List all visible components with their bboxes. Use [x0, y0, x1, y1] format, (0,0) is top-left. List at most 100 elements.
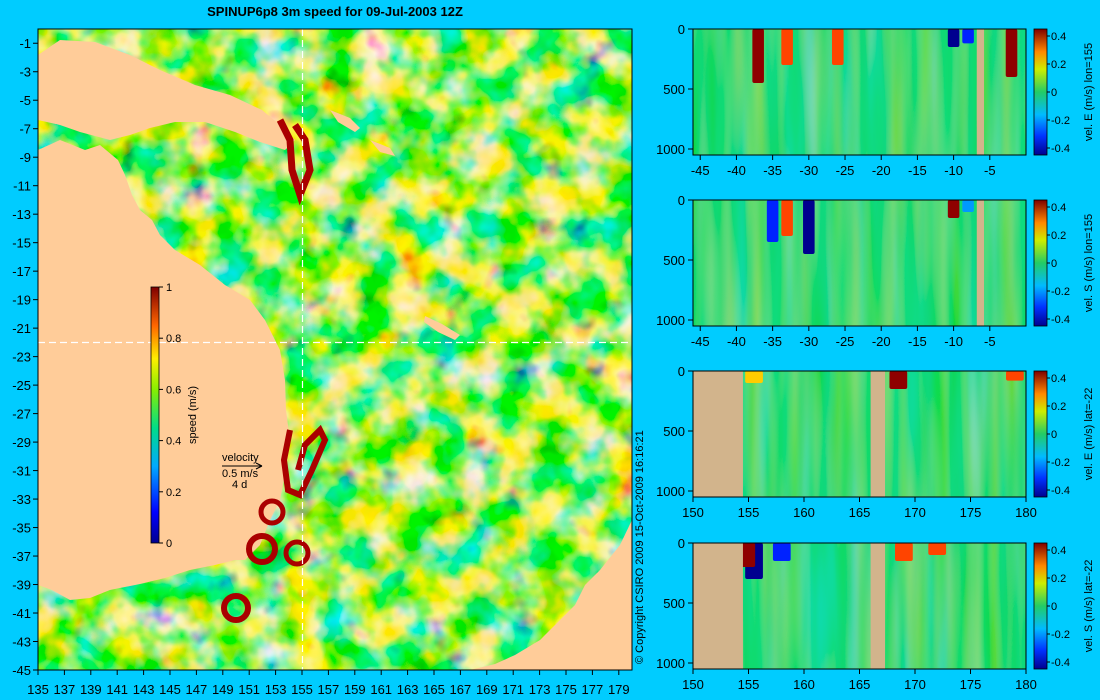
section-x-tick-label: -30	[799, 334, 818, 349]
speed-colorbar-tick-label: 0.8	[166, 333, 181, 345]
map-y-tick-label: -35	[12, 521, 31, 536]
section-feature	[928, 543, 947, 555]
section-colorbar-tick-label: -0.2	[1051, 115, 1070, 127]
velocity-key-speed: 0.5 m/s	[222, 468, 259, 480]
section-feature	[831, 29, 844, 65]
map-y-tick-label: -29	[12, 435, 31, 450]
section-colorbar-bar	[1033, 370, 1048, 498]
section-colorbar-tick-label: -0.4	[1051, 314, 1070, 326]
map-y-tick-label: -1	[19, 36, 31, 51]
map-x-tick-label: 163	[397, 682, 419, 697]
map-x-tick-label: 177	[582, 682, 604, 697]
section-land	[976, 29, 985, 155]
section-feature	[752, 29, 764, 83]
section-colorbar-label: vel. E (m/s) lon=155	[1083, 43, 1095, 141]
section-colorbar-bar	[1033, 199, 1048, 327]
section-colorbar-tick-label: 0.2	[1051, 573, 1066, 585]
section-colorbar-tick-label: 0	[1051, 258, 1057, 270]
speed-colorbar-bar	[150, 286, 160, 544]
section-y-tick-label: 500	[663, 596, 685, 611]
section-land	[870, 543, 886, 669]
section-s-lat22: 150 155 160 165 170 175 180 0 500 1000 0.4 0.2 0 -0.2…	[656, 536, 1095, 692]
map-x-tick-label: 157	[318, 682, 340, 697]
section-land	[693, 371, 743, 497]
section-feature	[962, 200, 974, 212]
section-x-tick-label: -35	[763, 163, 782, 178]
chart-title: SPINUP6p8 3m speed for 09-Jul-2003 12Z	[207, 4, 463, 19]
section-feature	[962, 29, 974, 44]
section-colorbar-tick-label: 0.4	[1051, 202, 1066, 214]
land-new-zealand	[470, 520, 632, 670]
map-x-tick-label: 137	[54, 682, 76, 697]
map-y-tick-label: -9	[19, 150, 31, 165]
section-x-tick-label: 175	[960, 505, 982, 520]
section-colorbar-tick-label: -0.2	[1051, 457, 1070, 469]
section-feature	[781, 29, 793, 65]
section-feature	[745, 371, 763, 383]
eddy-1	[258, 498, 286, 526]
section-x-tick-label: -20	[872, 163, 891, 178]
map-x-tick-label: 155	[291, 682, 313, 697]
section-x-tick-label: -5	[984, 334, 996, 349]
map-x-tick-label: 179	[608, 682, 630, 697]
section-x-tick-label: -35	[763, 334, 782, 349]
section-y-tick-label: 0	[678, 193, 685, 208]
section-x-tick-label: 160	[793, 677, 815, 692]
section-colorbar-tick-label: 0	[1051, 429, 1057, 441]
section-colorbar-bar	[1033, 542, 1048, 670]
section-feature	[947, 29, 960, 47]
speed-colorbar-label: speed (m/s)	[187, 386, 199, 444]
map-y-tick-label: -23	[12, 350, 31, 365]
speed-colorbar-tick-label: 0.6	[166, 384, 181, 396]
section-y-tick-label: 1000	[656, 656, 685, 671]
map-x-tick-label: 149	[212, 682, 234, 697]
map-frame	[37, 28, 633, 671]
map-x-axis: 135 137 139 141 143 145 147 149 151 153 155 157 159 1…	[27, 670, 630, 697]
section-colorbar-tick-label: -0.4	[1051, 657, 1070, 669]
section-feature	[1005, 29, 1018, 77]
map-y-tick-label: -13	[12, 207, 31, 222]
section-colorbar-label: vel. S (m/s) lon=155	[1083, 214, 1095, 312]
section-x-tick-label: -10	[944, 334, 963, 349]
map-x-tick-label: 161	[370, 682, 392, 697]
section-feature	[889, 371, 908, 389]
section-feature	[1006, 371, 1024, 381]
section-colorbar-tick-label: 0	[1051, 87, 1057, 99]
map-y-tick-label: -7	[19, 122, 31, 137]
map-y-tick-label: -33	[12, 492, 31, 507]
map-y-tick-label: -27	[12, 407, 31, 422]
section-feature	[947, 200, 960, 218]
section-colorbar-tick-label: 0.2	[1051, 59, 1066, 71]
section-x-tick-label: -40	[727, 163, 746, 178]
section-colorbar-tick-label: 0.2	[1051, 401, 1066, 413]
section-x-tick-label: -5	[984, 163, 996, 178]
section-panels: -45 -40 -35 -30 -25 -20 -15 -10 -5 0 500 1000 0.4 0.2…	[656, 22, 1095, 692]
section-x-tick-label: 150	[682, 677, 704, 692]
section-y-tick-label: 500	[663, 82, 685, 97]
copyright-text: © Copyright CSIRO 2009 15-Oct-2009 16:16…	[634, 430, 646, 664]
section-land	[870, 371, 886, 497]
map-x-tick-label: 175	[555, 682, 577, 697]
map-y-tick-label: -5	[19, 93, 31, 108]
section-colorbar-tick-label: 0.2	[1051, 230, 1066, 242]
section-colorbar-bar	[1033, 28, 1048, 156]
map-y-tick-label: -3	[19, 65, 31, 80]
section-x-tick-label: -45	[691, 163, 710, 178]
map-x-tick-label: 153	[265, 682, 287, 697]
speed-colorbar-ticks: 1 0.8 0.6 0.4 0.2 0	[159, 282, 181, 550]
section-colorbar-tick-label: -0.2	[1051, 286, 1070, 298]
section-feature	[772, 543, 791, 561]
section-x-tick-label: 160	[793, 505, 815, 520]
section-e-lat22: 150 155 160 165 170 175 180 0 500 1000 0.4 0.2 0 -0.2…	[656, 364, 1095, 520]
land-new-guinea	[38, 40, 295, 150]
section-y-tick-label: 1000	[656, 142, 685, 157]
section-feature	[766, 200, 779, 242]
section-feature	[895, 543, 913, 561]
map-x-tick-label: 151	[238, 682, 260, 697]
section-colorbar-label: vel. S (m/s) lat=-22	[1083, 560, 1095, 653]
section-colorbar-tick-label: -0.4	[1051, 143, 1070, 155]
map-x-tick-label: 145	[159, 682, 181, 697]
map-x-tick-label: 173	[529, 682, 551, 697]
eddy-4	[221, 593, 251, 623]
